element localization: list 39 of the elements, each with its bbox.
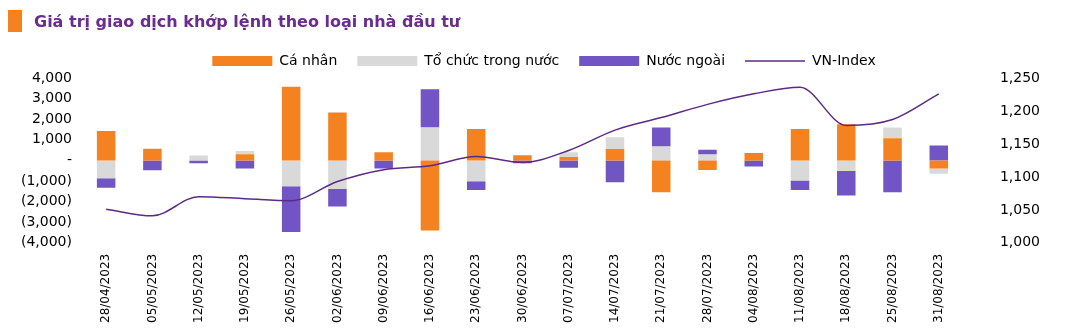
x-tick-label: 28/07/2023 — [699, 253, 714, 324]
y2-tick-label: 1,000 — [999, 233, 1041, 250]
x-tick-label: 18/08/2023 — [838, 253, 853, 324]
y-tick-label: (2,000) — [20, 192, 72, 209]
legend-label: Nước ngoài — [646, 51, 726, 68]
chart-title: Giá trị giao dịch khớp lệnh theo loại nhà đầu tư — [34, 11, 461, 31]
y-tick-label: (3,000) — [20, 212, 72, 229]
y2-tick-label: 1,050 — [999, 200, 1041, 217]
y-tick-label: 4,000 — [31, 68, 72, 85]
x-tick-label: 11/08/2023 — [792, 253, 807, 324]
x-tick-label: 28/04/2023 — [98, 253, 113, 324]
x-tick-label: 23/06/2023 — [468, 253, 483, 324]
x-tick-label: 31/08/2023 — [930, 253, 945, 324]
x-tick-label: 05/05/2023 — [144, 253, 159, 324]
x-tick-label: 02/06/2023 — [329, 253, 344, 324]
x-tick-label: 25/08/2023 — [884, 253, 899, 324]
x-tick-label: 07/07/2023 — [560, 253, 575, 324]
y-tick-label: 2,000 — [31, 109, 72, 126]
y-tick-label: 1,000 — [31, 130, 72, 147]
x-tick-label: 14/07/2023 — [607, 253, 622, 324]
y2-tick-label: 1,150 — [999, 134, 1041, 151]
x-tick-label: 19/05/2023 — [237, 253, 252, 324]
x-tick-label: 26/05/2023 — [283, 253, 298, 324]
x-tick-label: 16/06/2023 — [422, 253, 437, 324]
y-tick-label: 3,000 — [31, 89, 72, 106]
x-tick-label: 12/05/2023 — [190, 253, 205, 324]
legend-label: VN-Index — [812, 51, 876, 68]
legend-label: Cá nhân — [279, 51, 338, 68]
x-tick-label: 30/06/2023 — [514, 253, 529, 324]
legend-label: Tổ chức trong nước — [423, 51, 560, 68]
y-tick-label: (4,000) — [20, 233, 72, 250]
x-tick-label: 04/08/2023 — [745, 253, 760, 324]
y2-tick-label: 1,200 — [999, 101, 1041, 118]
x-tick-label: 21/07/2023 — [653, 253, 668, 324]
y2-tick-label: 1,250 — [999, 68, 1041, 85]
x-tick-label: 09/06/2023 — [375, 253, 390, 324]
y-tick-label: (1,000) — [20, 171, 72, 188]
y-tick-label: - — [66, 151, 72, 168]
y2-tick-label: 1,100 — [999, 167, 1041, 184]
